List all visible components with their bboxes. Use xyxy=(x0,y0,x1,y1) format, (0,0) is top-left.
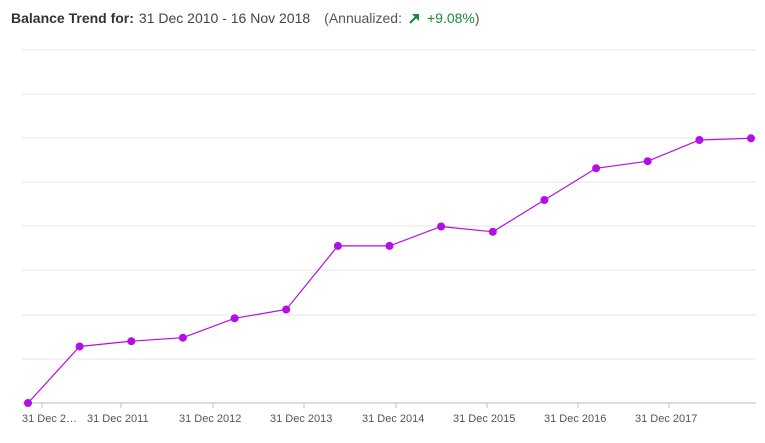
balance-series-line xyxy=(27,137,752,404)
data-point[interactable] xyxy=(695,136,704,144)
data-point[interactable] xyxy=(333,241,342,250)
data-point[interactable] xyxy=(230,314,239,323)
x-tick-label: 31 Dec 2013 xyxy=(270,413,332,425)
data-point[interactable] xyxy=(178,333,187,342)
annualized-close: ) xyxy=(474,10,480,26)
balance-trend-header: Balance Trend for: 31 Dec 2010 - 16 Nov … xyxy=(11,10,480,26)
data-point[interactable] xyxy=(437,222,446,231)
x-tick-label: 31 Dec 2011 xyxy=(87,413,149,425)
data-point[interactable] xyxy=(282,305,291,314)
data-point[interactable] xyxy=(24,399,32,407)
data-point[interactable] xyxy=(540,196,549,204)
x-tick-label: 31 Dec 2015 xyxy=(453,413,515,425)
data-point[interactable] xyxy=(643,157,652,166)
balance-series-points xyxy=(24,134,755,407)
x-tick-label: 31 Dec 2… xyxy=(22,413,77,425)
x-tick-label: 31 Dec 2016 xyxy=(544,413,606,425)
annualized-value: +9.08% xyxy=(426,10,475,26)
date-range: 31 Dec 2010 - 16 Nov 2018 xyxy=(138,10,311,26)
x-axis-ticks: 31 Dec 2… 31 Dec 2011 31 Dec 2012 31 Dec 20… xyxy=(22,403,697,425)
annualized-label: (Annualized: xyxy=(324,10,402,26)
data-point[interactable] xyxy=(488,227,497,236)
chart-gridlines xyxy=(22,49,756,360)
data-point[interactable] xyxy=(592,164,601,173)
arrow-up-right-icon xyxy=(408,12,421,25)
x-tick-label: 31 Dec 2012 xyxy=(179,413,241,425)
data-point[interactable] xyxy=(747,134,755,143)
data-point[interactable] xyxy=(385,241,394,250)
data-point[interactable] xyxy=(75,342,84,351)
chart-title: Balance Trend for: xyxy=(11,10,134,26)
x-tick-label: 31 Dec 2014 xyxy=(362,413,424,425)
x-tick-label: 31 Dec 2017 xyxy=(635,413,697,425)
data-point[interactable] xyxy=(127,337,136,346)
